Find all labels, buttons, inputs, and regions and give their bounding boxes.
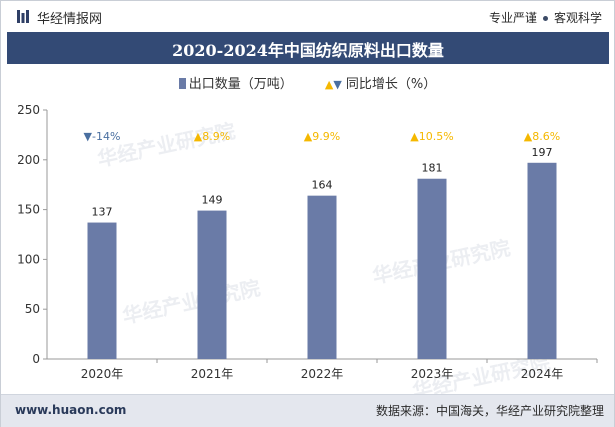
bar bbox=[307, 195, 337, 359]
y-tick-label: 50 bbox=[25, 302, 40, 316]
bar-value-label: 149 bbox=[202, 194, 223, 207]
tagline-left: 专业严谨 bbox=[488, 11, 537, 25]
legend-item-growth: ▲▼ 同比增长（%） bbox=[325, 73, 436, 92]
bar-chart: 0 50 100 150 200 250 137 2020年 ▼-14% 149 2021年 ▲8.9… bbox=[17, 103, 598, 381]
legend-item-export: 出口数量（万吨） bbox=[178, 73, 293, 92]
data-source: 数据来源：中国海关，华经产业研究院整理 bbox=[375, 404, 604, 418]
x-tick-label: 2022年 bbox=[301, 367, 344, 381]
x-tick-label: 2021年 bbox=[191, 367, 234, 381]
growth-label: ▲10.5% bbox=[410, 130, 453, 143]
bar bbox=[417, 178, 447, 359]
triangle-up-icon: ▲ bbox=[324, 78, 334, 91]
y-tick-label: 0 bbox=[32, 352, 40, 366]
y-tick-label: 150 bbox=[17, 203, 40, 217]
bar-value-label: 197 bbox=[532, 146, 553, 159]
footer: www.huaon.com 数据来源：中国海关，华经产业研究院整理 bbox=[1, 394, 614, 427]
x-tick-label: 2020年 bbox=[81, 367, 124, 381]
legend: 出口数量（万吨） ▲▼ 同比增长（%） bbox=[1, 73, 614, 92]
growth-label: ▲9.9% bbox=[304, 130, 340, 143]
bar bbox=[87, 222, 117, 359]
y-tick-label: 100 bbox=[17, 252, 40, 266]
bar bbox=[527, 162, 557, 359]
title-bar: 2020-2024年中国纺织原料出口数量 bbox=[7, 32, 609, 64]
tagline: 专业严谨 客观科学 bbox=[489, 9, 602, 26]
legend-swatch-bar bbox=[178, 78, 186, 89]
x-tick-label: 2024年 bbox=[521, 367, 564, 381]
bar-value-label: 164 bbox=[312, 179, 333, 192]
bar bbox=[197, 210, 227, 359]
bar-value-label: 137 bbox=[92, 206, 113, 219]
legend-label-export: 出口数量（万吨） bbox=[188, 77, 293, 92]
chart-title: 2020-2024年中国纺织原料出口数量 bbox=[172, 41, 444, 60]
x-tick-label: 2023年 bbox=[411, 367, 454, 381]
y-tick-label: 200 bbox=[17, 153, 40, 167]
triangle-down-icon: ▼ bbox=[333, 78, 342, 91]
legend-label-growth: 同比增长（%） bbox=[345, 77, 437, 92]
y-tick-label: 250 bbox=[17, 103, 40, 117]
growth-label: ▼-14% bbox=[84, 130, 121, 143]
logo-icon bbox=[17, 10, 29, 23]
bar-value-label: 181 bbox=[422, 162, 443, 175]
brand-name: 华经情报网 bbox=[37, 12, 103, 27]
growth-label: ▲8.6% bbox=[524, 130, 560, 143]
growth-label: ▲8.9% bbox=[194, 130, 230, 143]
tagline-right: 客观科学 bbox=[553, 11, 602, 25]
top-bar: 华经情报网 专业严谨 客观科学 bbox=[1, 1, 614, 31]
dot-separator-icon bbox=[542, 16, 548, 21]
site-url: www.huaon.com bbox=[15, 403, 127, 417]
